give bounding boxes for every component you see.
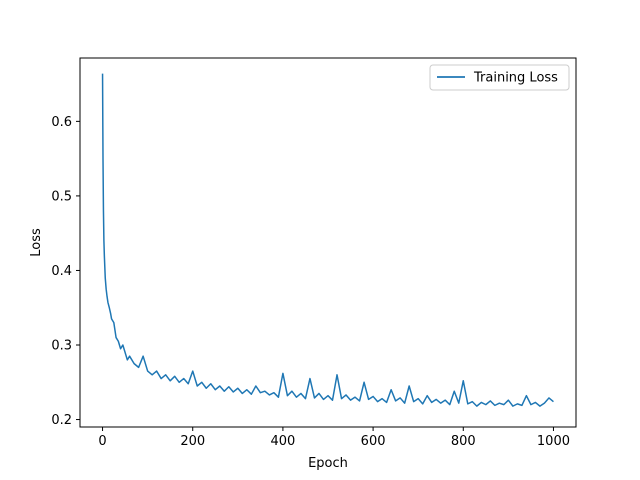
x-tick-label: 0 <box>98 434 106 449</box>
x-tick-label: 800 <box>451 434 476 449</box>
y-tick-label: 0.6 <box>51 115 72 130</box>
y-tick-label: 0.4 <box>51 264 72 279</box>
y-tick-label: 0.2 <box>51 413 72 428</box>
x-tick-label: 1000 <box>537 434 570 449</box>
series-line-training-loss <box>101 73 554 407</box>
x-tick-label: 600 <box>361 434 386 449</box>
plot-area <box>80 58 576 427</box>
plot-frame <box>79 57 577 428</box>
series-layer <box>101 73 554 407</box>
legend: Training Loss <box>429 64 570 91</box>
y-axis-ticks: 0.2 0.3 0.4 0.5 0.6 <box>51 115 80 428</box>
x-axis-ticks: 0 200 400 600 800 1000 <box>98 427 570 449</box>
x-axis-label: Epoch <box>308 456 348 471</box>
y-tick-label: 0.3 <box>51 339 72 354</box>
x-tick-label: 400 <box>270 434 295 449</box>
legend-label: Training Loss <box>473 71 558 86</box>
x-tick-label: 200 <box>180 434 205 449</box>
y-axis-label: Loss <box>29 228 44 257</box>
legend-box <box>429 64 570 91</box>
y-tick-label: 0.5 <box>51 189 72 204</box>
